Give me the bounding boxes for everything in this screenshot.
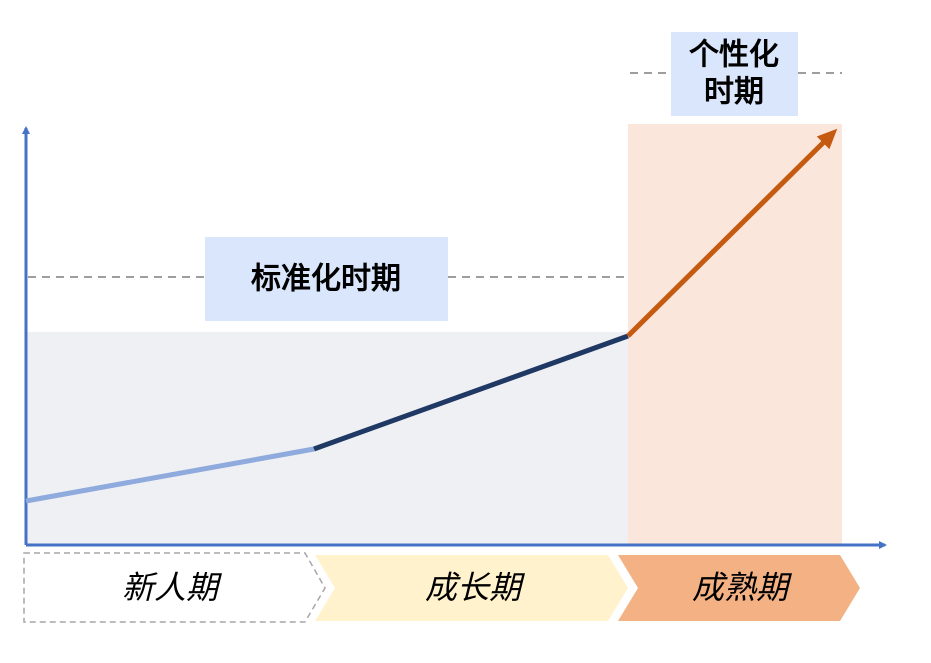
growth-line — [25, 446, 315, 504]
stage-chevron — [23, 552, 326, 623]
standard-area — [26, 332, 628, 545]
personalized-box — [671, 32, 798, 116]
stage-chevron — [315, 555, 628, 621]
stage-label: 成长期 — [425, 569, 525, 607]
personalized-label: 个性化 — [689, 38, 779, 73]
mature-area — [628, 124, 842, 545]
growth-arrow — [626, 128, 838, 338]
stage-chevron — [618, 555, 860, 621]
stage-label: 新人期 — [122, 569, 222, 607]
personalized-label: 时期 — [704, 75, 764, 110]
stage-label: 成熟期 — [692, 569, 792, 607]
standardized-box — [205, 237, 448, 321]
standardized-label: 标准化时期 — [251, 262, 401, 297]
growth-line — [313, 333, 629, 452]
